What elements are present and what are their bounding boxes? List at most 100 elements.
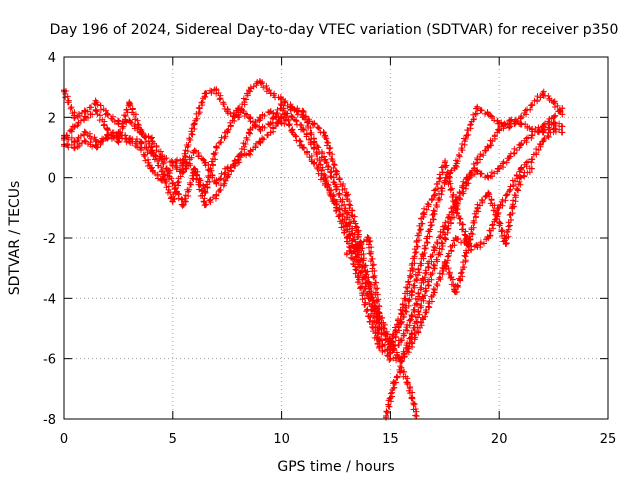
data-point bbox=[115, 120, 122, 127]
y-tick-label: 2 bbox=[48, 111, 56, 126]
x-axis-label: GPS time / hours bbox=[277, 459, 394, 475]
data-point bbox=[517, 120, 524, 127]
data-point bbox=[300, 144, 307, 151]
data-point bbox=[507, 153, 514, 160]
data-point bbox=[235, 153, 242, 160]
data-point bbox=[300, 108, 307, 115]
data-point bbox=[517, 114, 524, 121]
data-point bbox=[441, 259, 448, 266]
data-point bbox=[82, 129, 89, 136]
data-point bbox=[343, 250, 350, 257]
data-point bbox=[322, 132, 329, 139]
data-point bbox=[365, 313, 372, 320]
tick-layer: 0 5 10 15 20 25 -8 -6 -4 -2 0 2 4 bbox=[43, 51, 616, 447]
data-point bbox=[311, 120, 318, 127]
data-point bbox=[256, 138, 263, 145]
data-point bbox=[148, 150, 155, 157]
data-point bbox=[387, 355, 394, 362]
data-point bbox=[245, 87, 252, 94]
x-tick-label: 15 bbox=[382, 432, 399, 447]
data-point bbox=[485, 111, 492, 118]
data-point bbox=[474, 105, 481, 112]
data-point bbox=[202, 189, 209, 196]
data-point bbox=[507, 186, 514, 193]
data-point bbox=[404, 379, 411, 386]
data-point bbox=[474, 244, 481, 251]
data-point bbox=[126, 117, 133, 124]
grid-layer bbox=[64, 57, 608, 419]
data-point bbox=[71, 144, 78, 151]
data-point bbox=[457, 277, 464, 284]
data-point bbox=[148, 165, 155, 172]
data-point bbox=[539, 129, 546, 136]
data-point bbox=[278, 102, 285, 109]
data-point bbox=[311, 159, 318, 166]
data-point bbox=[413, 412, 420, 419]
data-point bbox=[245, 129, 252, 136]
x-tick-label: 5 bbox=[169, 432, 177, 447]
data-point bbox=[213, 144, 220, 151]
data-point bbox=[485, 174, 492, 181]
data-point bbox=[267, 120, 274, 127]
data-point bbox=[93, 144, 100, 151]
data-point bbox=[278, 96, 285, 103]
data-point bbox=[441, 159, 448, 166]
data-point bbox=[354, 228, 361, 235]
data-point bbox=[267, 108, 274, 115]
data-point bbox=[82, 138, 89, 145]
marker-trail bbox=[383, 363, 420, 421]
data-point bbox=[391, 379, 398, 386]
data-point bbox=[441, 177, 448, 184]
data-point bbox=[559, 105, 566, 112]
data-point bbox=[441, 222, 448, 229]
data-point bbox=[430, 192, 437, 199]
data-point bbox=[550, 99, 557, 106]
data-point bbox=[180, 159, 187, 166]
series-track-5 bbox=[383, 363, 420, 421]
data-point bbox=[267, 90, 274, 97]
data-point bbox=[420, 277, 427, 284]
data-point bbox=[71, 114, 78, 121]
data-point bbox=[528, 132, 535, 139]
data-point bbox=[496, 165, 503, 172]
y-tick-label: -4 bbox=[43, 292, 56, 307]
y-tick-label: 4 bbox=[48, 51, 56, 66]
data-point bbox=[256, 78, 263, 85]
data-point bbox=[169, 180, 176, 187]
data-point bbox=[485, 235, 492, 241]
data-point bbox=[528, 102, 535, 109]
data-point bbox=[115, 129, 122, 136]
data-point bbox=[409, 331, 416, 338]
data-point bbox=[496, 204, 503, 211]
data-point bbox=[224, 165, 231, 172]
series-track-7 bbox=[343, 158, 475, 347]
data-point bbox=[517, 165, 524, 172]
data-point bbox=[93, 108, 100, 115]
data-point bbox=[126, 135, 133, 142]
chart-title: Day 196 of 2024, Sidereal Day-to-day VTE… bbox=[50, 22, 619, 38]
data-point bbox=[322, 156, 329, 163]
data-point bbox=[463, 250, 470, 257]
data-point bbox=[333, 183, 339, 190]
data-point bbox=[430, 210, 437, 217]
data-point bbox=[409, 394, 416, 401]
data-point bbox=[485, 144, 492, 151]
data-point bbox=[137, 138, 144, 145]
data-point bbox=[502, 241, 509, 248]
data-point bbox=[496, 120, 503, 127]
data-point bbox=[420, 295, 427, 302]
data-point bbox=[256, 126, 263, 133]
data-point bbox=[224, 108, 231, 115]
data-point bbox=[202, 159, 209, 166]
data-point bbox=[474, 168, 481, 175]
data-point bbox=[539, 123, 546, 130]
data-point bbox=[398, 358, 405, 365]
data-point bbox=[463, 174, 470, 181]
y-tick-label: -6 bbox=[43, 353, 56, 368]
data-point bbox=[409, 289, 416, 296]
data-point bbox=[550, 126, 557, 133]
data-point bbox=[322, 180, 329, 187]
data-point bbox=[115, 138, 122, 145]
data-point bbox=[496, 126, 503, 133]
